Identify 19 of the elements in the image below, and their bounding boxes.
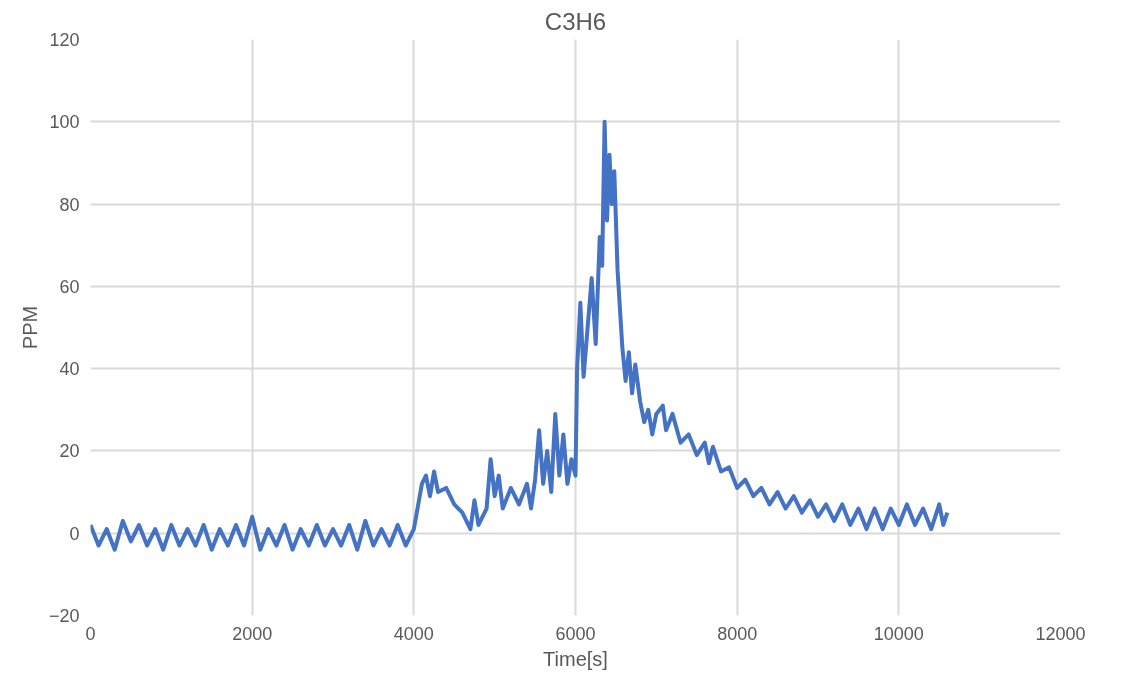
- y-tick-label: 80: [59, 194, 80, 215]
- line-series: [90, 119, 950, 552]
- x-tick-label: 12000: [1035, 623, 1086, 644]
- x-tick-label: 2000: [232, 623, 273, 644]
- x-axis-title: Time[s]: [543, 647, 608, 670]
- y-tick-label: 40: [59, 359, 80, 380]
- y-tick-label: 60: [59, 276, 80, 297]
- y-tick-label: −20: [48, 606, 80, 626]
- y-tick-label: 100: [49, 112, 80, 133]
- x-tick-label: 8000: [717, 623, 758, 644]
- chart-title: C3H6: [544, 7, 607, 35]
- y-tick-label: 20: [59, 441, 80, 462]
- y-axis-title: PPM: [18, 305, 41, 350]
- x-tick-label: 6000: [555, 623, 596, 644]
- x-tick-label: 10000: [873, 623, 924, 644]
- x-tick-label: 4000: [393, 623, 434, 644]
- x-tick-label: 0: [85, 623, 96, 644]
- y-tick-label: 0: [69, 523, 80, 544]
- y-tick-label: 120: [49, 30, 80, 50]
